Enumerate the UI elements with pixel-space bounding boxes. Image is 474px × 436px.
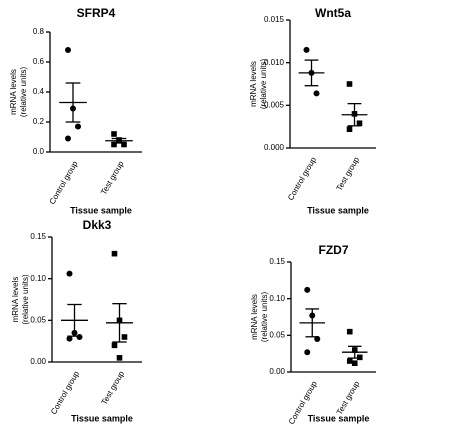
data-point bbox=[121, 334, 128, 340]
y-tick-label: 0.005 bbox=[264, 100, 285, 109]
y-axis-label: mRNA levels bbox=[250, 294, 259, 340]
data-point bbox=[356, 354, 363, 361]
data-point bbox=[111, 342, 118, 349]
chart-title: FZD7 bbox=[319, 243, 349, 257]
y-tick-label: 0.015 bbox=[264, 15, 285, 24]
y-axis-label: mRNA levels bbox=[249, 61, 258, 107]
data-point bbox=[111, 141, 117, 148]
data-point bbox=[304, 349, 311, 356]
y-tick-label: 0.0 bbox=[33, 147, 45, 156]
y-axis-label: mRNA levels bbox=[11, 277, 20, 323]
data-point bbox=[121, 141, 127, 148]
y-axis-label: mRNA levels bbox=[9, 69, 18, 115]
y-tick-label: 0.15 bbox=[30, 232, 46, 241]
data-point bbox=[313, 90, 320, 97]
y-tick-label: 0.10 bbox=[269, 294, 285, 303]
x-axis-label: Tissue sample bbox=[70, 205, 132, 215]
data-point bbox=[351, 360, 358, 366]
y-axis-label: (relative units) bbox=[21, 274, 30, 325]
x-tick-label: Control group bbox=[48, 159, 80, 206]
y-tick-label: 0.6 bbox=[33, 57, 45, 66]
x-tick-label: Test group bbox=[335, 379, 362, 416]
data-point bbox=[303, 46, 310, 53]
data-point bbox=[111, 131, 117, 137]
data-point bbox=[314, 336, 321, 342]
data-point bbox=[65, 135, 71, 142]
y-tick-label: 0.05 bbox=[30, 315, 46, 324]
data-point bbox=[65, 47, 71, 53]
data-point bbox=[346, 358, 353, 364]
y-tick-label: 0.15 bbox=[269, 257, 285, 266]
data-point bbox=[346, 328, 353, 335]
x-axis-label: Tissue sample bbox=[308, 413, 370, 423]
y-tick-label: 0.00 bbox=[269, 367, 285, 376]
y-tick-label: 0.2 bbox=[33, 117, 45, 126]
y-tick-label: 0.05 bbox=[269, 330, 285, 339]
chart-title: Dkk3 bbox=[83, 218, 112, 232]
y-tick-label: 0.10 bbox=[30, 274, 46, 283]
x-tick-label: Control group bbox=[49, 369, 81, 416]
data-point bbox=[66, 270, 73, 277]
y-tick-label: 0.010 bbox=[264, 58, 285, 67]
y-tick-label: 0.8 bbox=[33, 27, 45, 36]
data-point bbox=[304, 286, 311, 293]
chart-title: Wnt5a bbox=[315, 6, 351, 20]
x-tick-label: Test group bbox=[99, 159, 126, 196]
data-point bbox=[76, 334, 83, 340]
x-axis-label: Tissue sample bbox=[71, 413, 133, 423]
y-tick-label: 0.000 bbox=[264, 143, 285, 152]
data-point bbox=[356, 120, 363, 127]
y-tick-label: 0.00 bbox=[30, 357, 46, 366]
y-tick-label: 0.4 bbox=[33, 87, 45, 96]
data-point bbox=[111, 250, 118, 257]
data-point bbox=[346, 81, 353, 87]
y-axis-label: (relative units) bbox=[260, 292, 269, 343]
x-tick-label: Test group bbox=[335, 155, 362, 192]
data-point bbox=[116, 355, 123, 361]
y-axis-label: (relative units) bbox=[259, 59, 268, 110]
data-point bbox=[66, 335, 73, 342]
y-axis-label: (relative units) bbox=[19, 67, 28, 118]
chart-title: SFRP4 bbox=[77, 6, 116, 20]
x-axis-label: Tissue sample bbox=[307, 205, 369, 215]
x-tick-label: Test group bbox=[100, 369, 127, 406]
data-point bbox=[75, 123, 81, 130]
x-tick-label: Control group bbox=[286, 155, 318, 202]
data-point bbox=[346, 126, 353, 133]
